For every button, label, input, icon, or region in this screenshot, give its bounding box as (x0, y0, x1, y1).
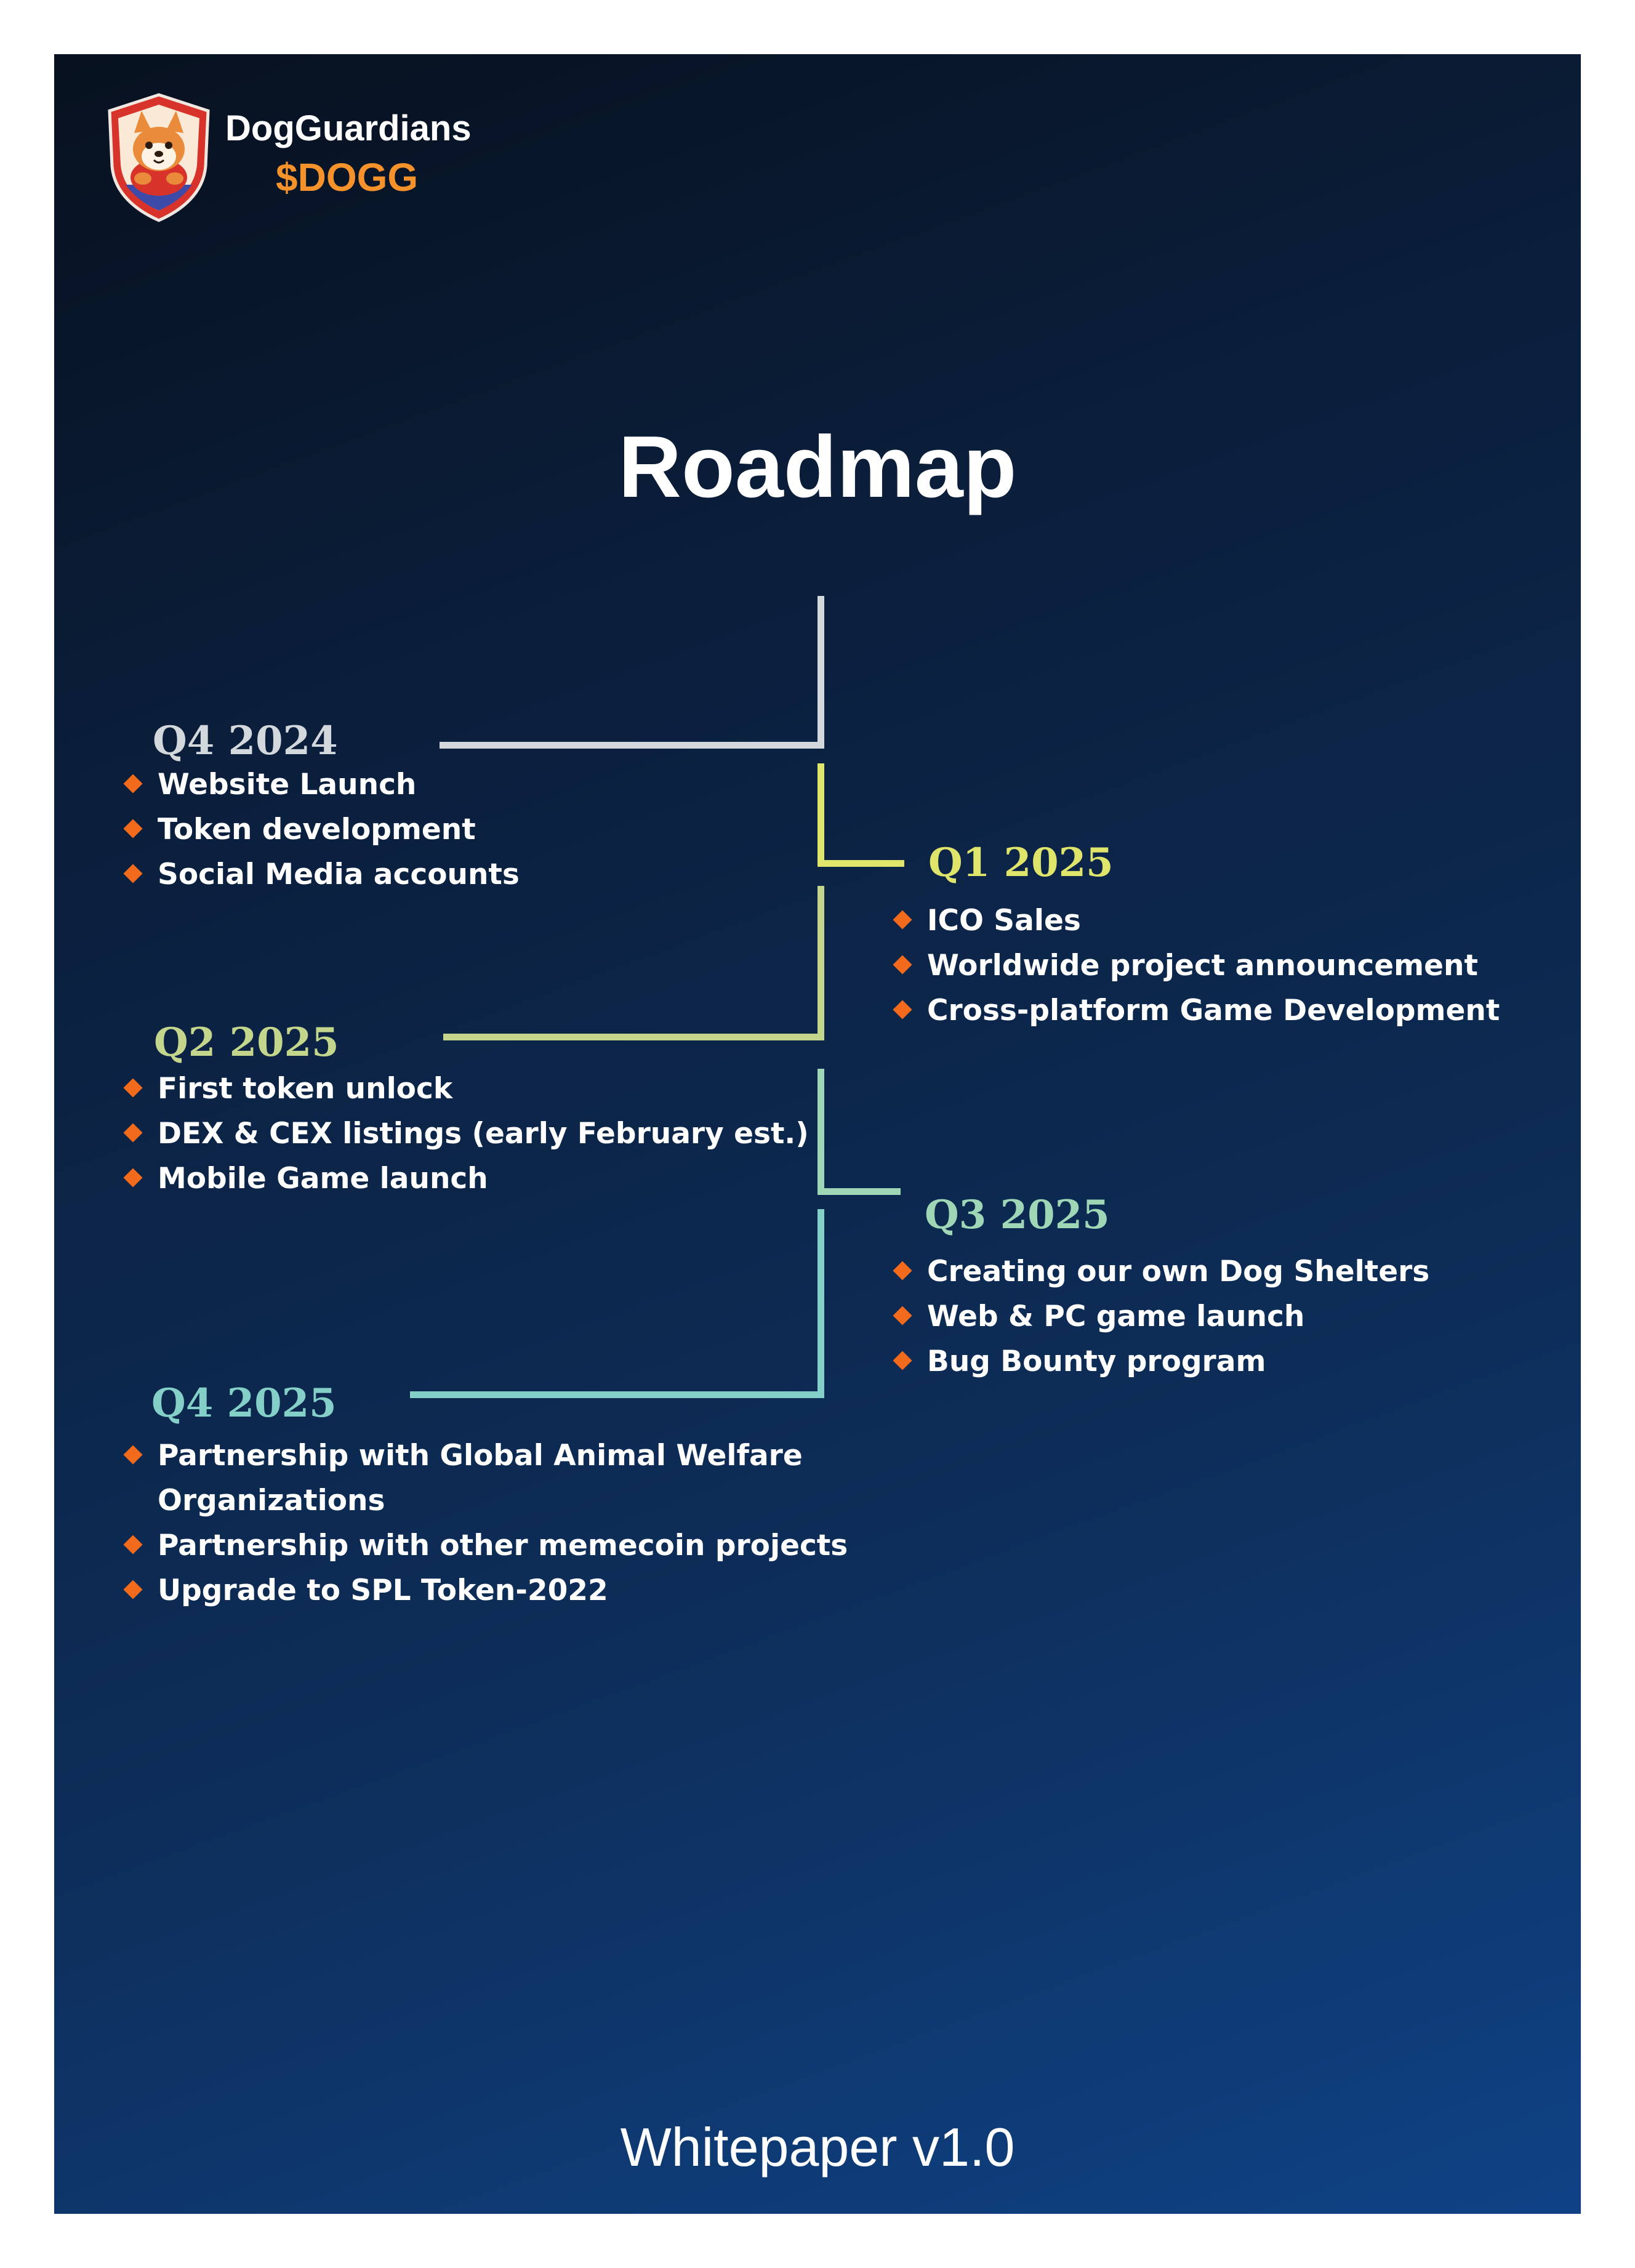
milestone-list-q4-2025: Partnership with Global Animal Welfare O… (121, 1433, 848, 1613)
orange-diamond-icon (123, 864, 143, 883)
list-item: Website Launch (121, 762, 520, 807)
timeline-line-q4-2024-vertical (818, 596, 824, 749)
orange-diamond-icon (123, 1580, 143, 1599)
quarter-label-q1-2025: Q1 2025 (928, 840, 1114, 886)
list-item: Partnership with Global Animal Welfare O… (121, 1433, 848, 1523)
milestone-list-q2-2025: First token unlock DEX & CEX listings (e… (121, 1066, 809, 1201)
orange-diamond-icon (123, 1168, 143, 1188)
shiba-shield-logo-icon (108, 93, 210, 222)
quarter-label-q4-2025: Q4 2025 (151, 1380, 337, 1426)
list-item: Partnership with other memecoin projects (121, 1523, 848, 1568)
quarter-label-q3-2025: Q3 2025 (925, 1192, 1110, 1238)
timeline-line-q1-2025-vertical (818, 763, 824, 867)
list-item: Social Media accounts (121, 852, 520, 897)
orange-diamond-icon (123, 819, 143, 838)
footer-version: Whitepaper v1.0 (620, 2117, 1015, 2178)
list-item: Worldwide project announcement (890, 943, 1500, 988)
list-item: DEX & CEX listings (early February est.) (121, 1111, 809, 1156)
list-item: Mobile Game launch (121, 1156, 809, 1201)
milestone-list-q4-2024: Website Launch Token development Social … (121, 762, 520, 897)
list-item: Upgrade to SPL Token-2022 (121, 1568, 848, 1613)
orange-diamond-icon (123, 1078, 143, 1098)
brand-name: DogGuardians (225, 108, 472, 148)
timeline-line-q2-2025-horizontal (443, 1034, 824, 1040)
orange-diamond-icon (893, 1351, 912, 1370)
orange-diamond-icon (893, 955, 912, 975)
list-item: Cross-platform Game Development (890, 988, 1500, 1033)
milestone-list-q1-2025: ICO Sales Worldwide project announcement… (890, 898, 1500, 1033)
list-item: ICO Sales (890, 898, 1500, 943)
orange-diamond-icon (893, 1261, 912, 1281)
milestone-list-q3-2025: Creating our own Dog Shelters Web & PC g… (890, 1249, 1429, 1384)
timeline-line-q3-2025-horizontal (818, 1188, 901, 1195)
orange-diamond-icon (123, 1535, 143, 1554)
timeline-line-q4-2025-vertical (818, 1209, 824, 1398)
timeline-line-q3-2025-vertical (818, 1069, 824, 1195)
list-item: First token unlock (121, 1066, 809, 1111)
brand-ticker: $DOGG (276, 155, 419, 199)
list-item: Token development (121, 807, 520, 852)
list-item: Creating our own Dog Shelters (890, 1249, 1429, 1294)
quarter-label-q4-2024: Q4 2024 (153, 718, 338, 764)
quarter-label-q2-2025: Q2 2025 (154, 1019, 339, 1066)
orange-diamond-icon (123, 1445, 143, 1465)
timeline-line-q4-2025-horizontal (410, 1391, 824, 1398)
timeline-line-q2-2025-vertical (818, 886, 824, 1040)
orange-diamond-icon (123, 774, 143, 794)
timeline-line-q4-2024-horizontal (440, 742, 824, 749)
orange-diamond-icon (893, 910, 912, 930)
orange-diamond-icon (893, 1000, 912, 1019)
orange-diamond-icon (893, 1306, 912, 1325)
orange-diamond-icon (123, 1123, 143, 1143)
list-item: Bug Bounty program (890, 1339, 1429, 1384)
roadmap-page: DogGuardians $DOGG Roadmap Q4 2024 Websi… (54, 54, 1581, 2214)
page-title: Roadmap (618, 418, 1017, 516)
timeline-line-q1-2025-horizontal (818, 860, 904, 867)
list-item: Web & PC game launch (890, 1294, 1429, 1339)
